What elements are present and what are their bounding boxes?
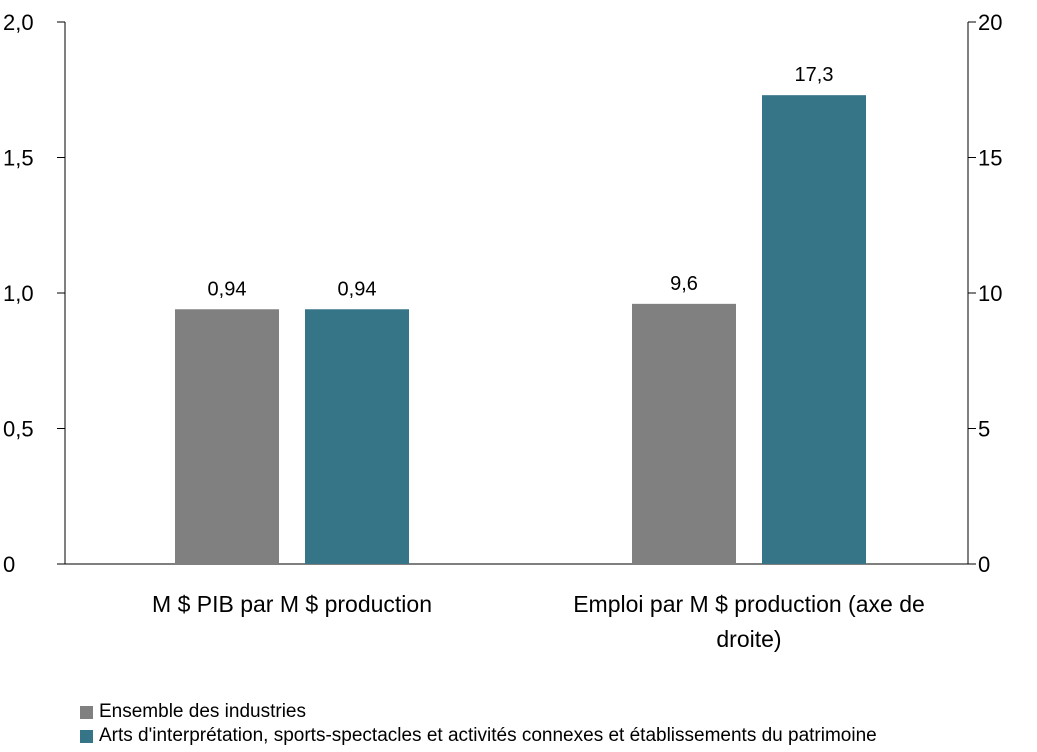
right-tick-label: 20 bbox=[978, 10, 1002, 35]
chart: 0 0,5 1,0 1,5 2,0 0 5 10 15 20 0,94 0,94 9,6 17,3 M … bbox=[3, 10, 1002, 652]
data-label: 9,6 bbox=[670, 273, 698, 295]
bar bbox=[762, 95, 866, 565]
bar bbox=[175, 309, 279, 564]
legend-swatch-0 bbox=[80, 705, 93, 719]
legend-label-0: Ensemble des industries bbox=[99, 701, 306, 722]
legend-swatch-1 bbox=[80, 729, 93, 743]
right-tick-label: 5 bbox=[978, 417, 990, 442]
left-tick-label: 1,5 bbox=[3, 146, 34, 171]
category-label: droite) bbox=[716, 626, 781, 652]
bar bbox=[305, 309, 409, 564]
left-tick-label: 0 bbox=[3, 552, 15, 577]
legend: Ensemble des industries Arts d'interprét… bbox=[80, 700, 877, 748]
legend-item-1: Arts d'interprétation, sports-spectacles… bbox=[80, 724, 877, 748]
category-labels: M $ PIB par M $ production Emploi par M $… bbox=[152, 591, 925, 652]
left-tick-label: 2,0 bbox=[3, 10, 34, 35]
right-tick-label: 15 bbox=[978, 146, 1002, 171]
category-label: M $ PIB par M $ production bbox=[152, 591, 432, 617]
bars bbox=[175, 95, 866, 565]
data-labels: 0,94 0,94 9,6 17,3 bbox=[208, 64, 834, 300]
data-label: 17,3 bbox=[795, 64, 834, 86]
left-tick-label: 0,5 bbox=[3, 417, 34, 442]
right-tick-label: 0 bbox=[978, 552, 990, 577]
tick-labels: 0 0,5 1,0 1,5 2,0 0 5 10 15 20 bbox=[3, 10, 1002, 577]
category-label: Emploi par M $ production (axe de bbox=[573, 591, 925, 617]
data-label: 0,94 bbox=[208, 278, 247, 300]
legend-label-1: Arts d'interprétation, sports-spectacles… bbox=[99, 725, 877, 746]
data-label: 0,94 bbox=[338, 278, 377, 300]
left-tick-label: 1,0 bbox=[3, 281, 34, 306]
right-tick-label: 10 bbox=[978, 281, 1002, 306]
bar bbox=[632, 303, 736, 564]
legend-item-0: Ensemble des industries bbox=[80, 700, 877, 724]
